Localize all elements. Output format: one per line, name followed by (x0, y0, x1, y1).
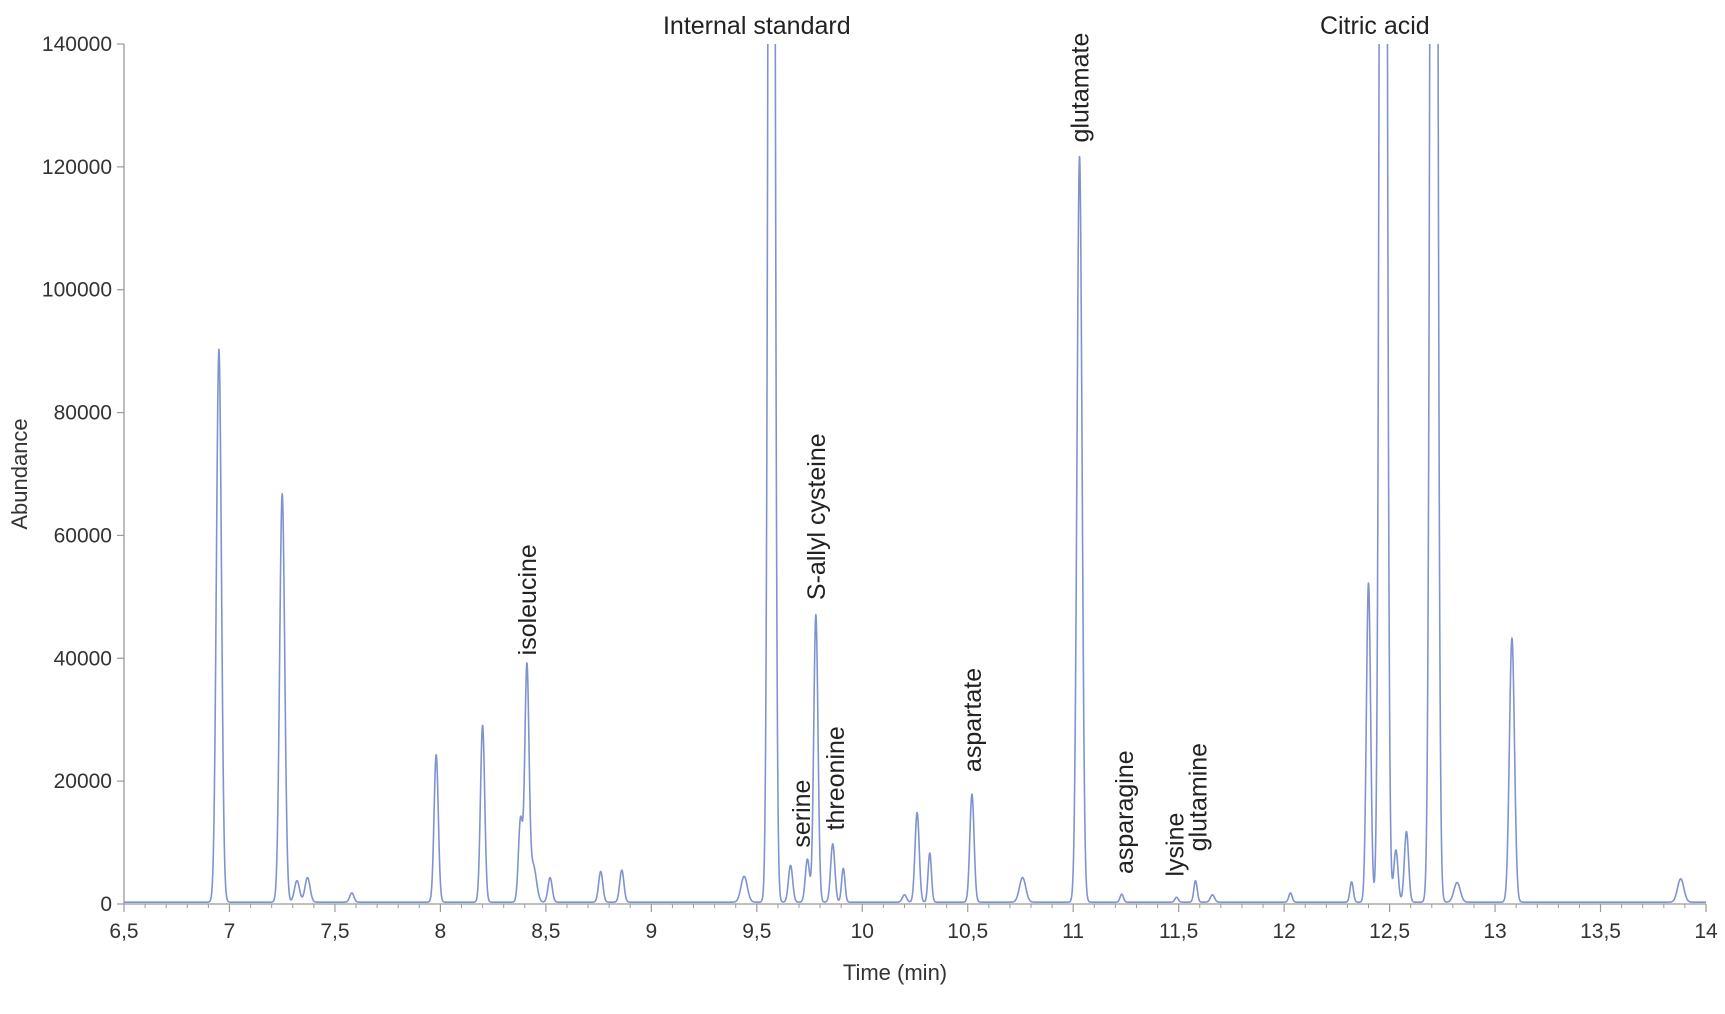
y-axis-title: Abundance (7, 418, 32, 529)
peak-label: Citric acid (1320, 12, 1430, 40)
peak-label: glutamine (1185, 743, 1213, 851)
x-tick-label: 6,5 (109, 920, 138, 943)
y-tick-label: 40000 (54, 647, 112, 670)
x-tick-label: 13 (1483, 920, 1506, 943)
y-tick-label: 100000 (42, 279, 112, 302)
peak-label: threonine (822, 726, 850, 830)
peak-label: asparagine (1111, 750, 1139, 874)
x-tick-label: 10,5 (947, 920, 988, 943)
y-tick-label: 80000 (54, 402, 112, 425)
x-tick-label: 10 (851, 920, 874, 943)
x-tick-label: 9,5 (742, 920, 771, 943)
x-tick-label: 9 (645, 920, 657, 943)
peak-label: serine (788, 780, 816, 848)
chromatogram-line (124, 44, 1706, 903)
peak-label: glutamate (1067, 33, 1095, 143)
peak-label: Internal standard (663, 12, 851, 40)
peak-labels: Internal standard Citric acid glutamate iso… (514, 12, 1430, 877)
y-tick-label: 120000 (42, 156, 112, 179)
peak-label: isoleucine (514, 544, 542, 655)
y-tick-label: 0 (100, 893, 112, 916)
x-axis-title: Time (min) (843, 960, 947, 985)
x-tick-label: 11,5 (1159, 920, 1198, 943)
y-tick-label: 60000 (54, 524, 112, 547)
x-tick-label: 8 (435, 920, 447, 943)
x-tick-label: 8,5 (531, 920, 560, 943)
x-tick-label: 13,5 (1580, 920, 1621, 943)
x-tick-label: 14 (1694, 920, 1718, 943)
axes: 0 20000 40000 60000 80000 100000 120000 140000 6… (42, 33, 1718, 943)
series-layer (124, 44, 1706, 903)
peak-label: lysine (1161, 813, 1189, 877)
x-tick-label: 7 (224, 920, 236, 943)
y-tick-label: 20000 (54, 770, 112, 793)
x-tick-label: 12 (1272, 920, 1295, 943)
y-tick-label: 140000 (42, 33, 112, 56)
peak-label: aspartate (959, 668, 987, 772)
peak-label: S-allyl cysteine (803, 433, 831, 600)
x-tick-label: 12,5 (1369, 920, 1410, 943)
x-tick-label: 11 (1062, 920, 1084, 943)
x-tick-label: 7,5 (320, 920, 349, 943)
